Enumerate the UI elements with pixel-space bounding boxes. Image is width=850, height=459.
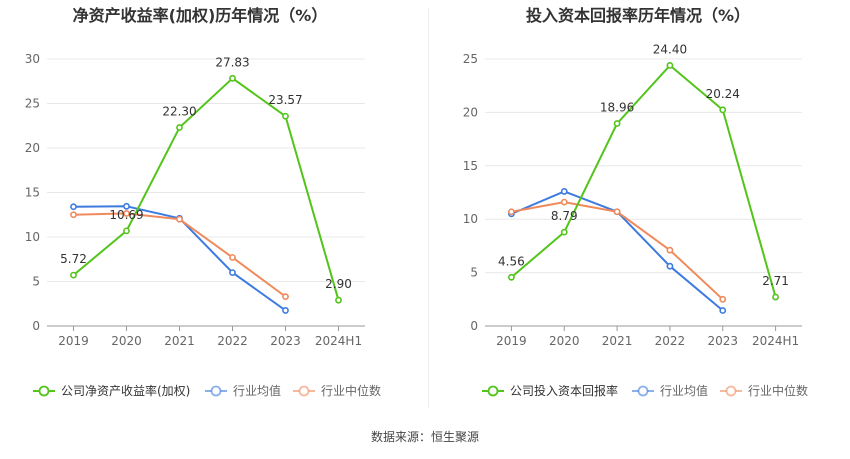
series-line: [73, 212, 287, 298]
data-point: [719, 307, 727, 314]
data-point: [560, 198, 568, 206]
y-tick-label: 30: [25, 52, 40, 66]
data-point: [666, 246, 674, 254]
legend-label: 公司净资产收益率(加权): [61, 383, 190, 398]
y-tick-label: 10: [463, 212, 478, 226]
data-source-footer: 数据来源：恒生聚源: [370, 430, 479, 444]
data-point: [719, 106, 727, 114]
data-label: 5.72: [60, 252, 87, 266]
data-point: [70, 203, 77, 211]
legend-item: 行业均值: [205, 383, 281, 398]
chart-title: 净资产收益率(加权)历年情况（%）: [73, 6, 328, 25]
legend-marker: [298, 385, 310, 397]
legend-marker: [487, 385, 499, 397]
data-label: 18.96: [600, 101, 634, 115]
data-point: [666, 62, 674, 69]
data-label: 4.56: [498, 254, 525, 268]
data-point: [719, 295, 727, 303]
data-point: [666, 262, 674, 270]
data-point: [560, 188, 568, 195]
legend-marker: [210, 385, 222, 397]
legend-label: 行业中位数: [748, 383, 808, 398]
legend-label: 行业均值: [233, 383, 281, 398]
data-point: [229, 269, 236, 276]
y-tick-label: 10: [25, 230, 40, 244]
data-point: [282, 112, 289, 120]
legend-item: 行业均值: [632, 383, 708, 398]
data-point: [176, 215, 183, 223]
data-point: [772, 293, 779, 301]
x-tick-label: 2022: [655, 334, 686, 348]
legend-item: 行业中位数: [293, 383, 381, 398]
data-label: 22.30: [162, 105, 196, 119]
legend-label: 行业中位数: [321, 383, 381, 398]
series-line: [510, 64, 777, 298]
y-tick-label: 15: [463, 159, 478, 173]
legend-item: 公司净资产收益率(加权): [33, 383, 190, 398]
y-tick-label: 20: [25, 141, 40, 155]
chart-panel-1: 净资产收益率(加权)历年情况（%） 0 5 10 15 20 25 30 2019 2020 202…: [25, 6, 381, 398]
legend-label: 行业均值: [660, 383, 708, 398]
legend-item: 公司投入资本回报率: [482, 383, 618, 398]
x-tick-label: 2023: [707, 334, 738, 348]
chart-title: 投入资本回报率历年情况（%）: [526, 6, 750, 25]
x-tick-label: 2020: [549, 334, 580, 348]
data-label: 10.69: [109, 208, 143, 222]
x-tick-label: 2022: [217, 334, 248, 348]
data-point: [613, 120, 621, 127]
data-point: [508, 208, 515, 216]
y-tick-label: 25: [463, 52, 478, 66]
y-tick-label: 5: [32, 275, 40, 289]
data-point: [123, 202, 130, 210]
data-point: [335, 296, 342, 304]
data-point: [282, 293, 289, 301]
data-point: [229, 74, 236, 82]
legend-marker: [38, 385, 50, 397]
x-tick-label: 2020: [111, 334, 142, 348]
x-tick-label: 2023: [270, 334, 301, 348]
panel-divider: [428, 8, 429, 408]
y-tick-label: 25: [25, 97, 40, 111]
x-tick-label: 2019: [58, 334, 89, 348]
legend-marker: [637, 385, 649, 397]
legend-item: 行业中位数: [720, 383, 808, 398]
y-tick-label: 15: [25, 186, 40, 200]
data-point: [560, 228, 568, 236]
series-line: [72, 77, 340, 301]
data-point: [123, 210, 130, 217]
data-label: 20.24: [706, 87, 740, 101]
data-point: [613, 208, 621, 216]
data-point: [70, 211, 77, 219]
x-tick-label: 2024H1: [315, 334, 362, 348]
data-label: 23.57: [268, 93, 302, 107]
data-point: [229, 254, 236, 261]
data-point: [176, 124, 183, 131]
data-label: 8.79: [551, 209, 578, 223]
data-point: [282, 307, 289, 314]
x-tick-label: 2021: [164, 334, 195, 348]
x-tick-label: 2024H1: [752, 334, 799, 348]
y-tick-label: 5: [470, 266, 478, 280]
x-tick-label: 2021: [602, 334, 633, 348]
y-tick-label: 20: [463, 105, 478, 119]
data-point: [70, 271, 77, 279]
data-label: 27.83: [215, 55, 249, 69]
data-point: [123, 227, 130, 235]
x-tick-label: 2019: [496, 334, 527, 348]
data-label: 2.90: [325, 277, 352, 291]
data-label: 24.40: [653, 42, 687, 56]
y-tick-label: 0: [32, 319, 40, 333]
y-tick-label: 0: [470, 319, 478, 333]
data-point: [508, 273, 515, 281]
legend-label: 公司投入资本回报率: [510, 383, 618, 398]
legend-marker: [725, 385, 737, 397]
chart-panel-2: 投入资本回报率历年情况（%） 0 5 10 15 20 25 2019 2020 2021 2022…: [463, 6, 808, 398]
data-label: 2.71: [762, 274, 789, 288]
